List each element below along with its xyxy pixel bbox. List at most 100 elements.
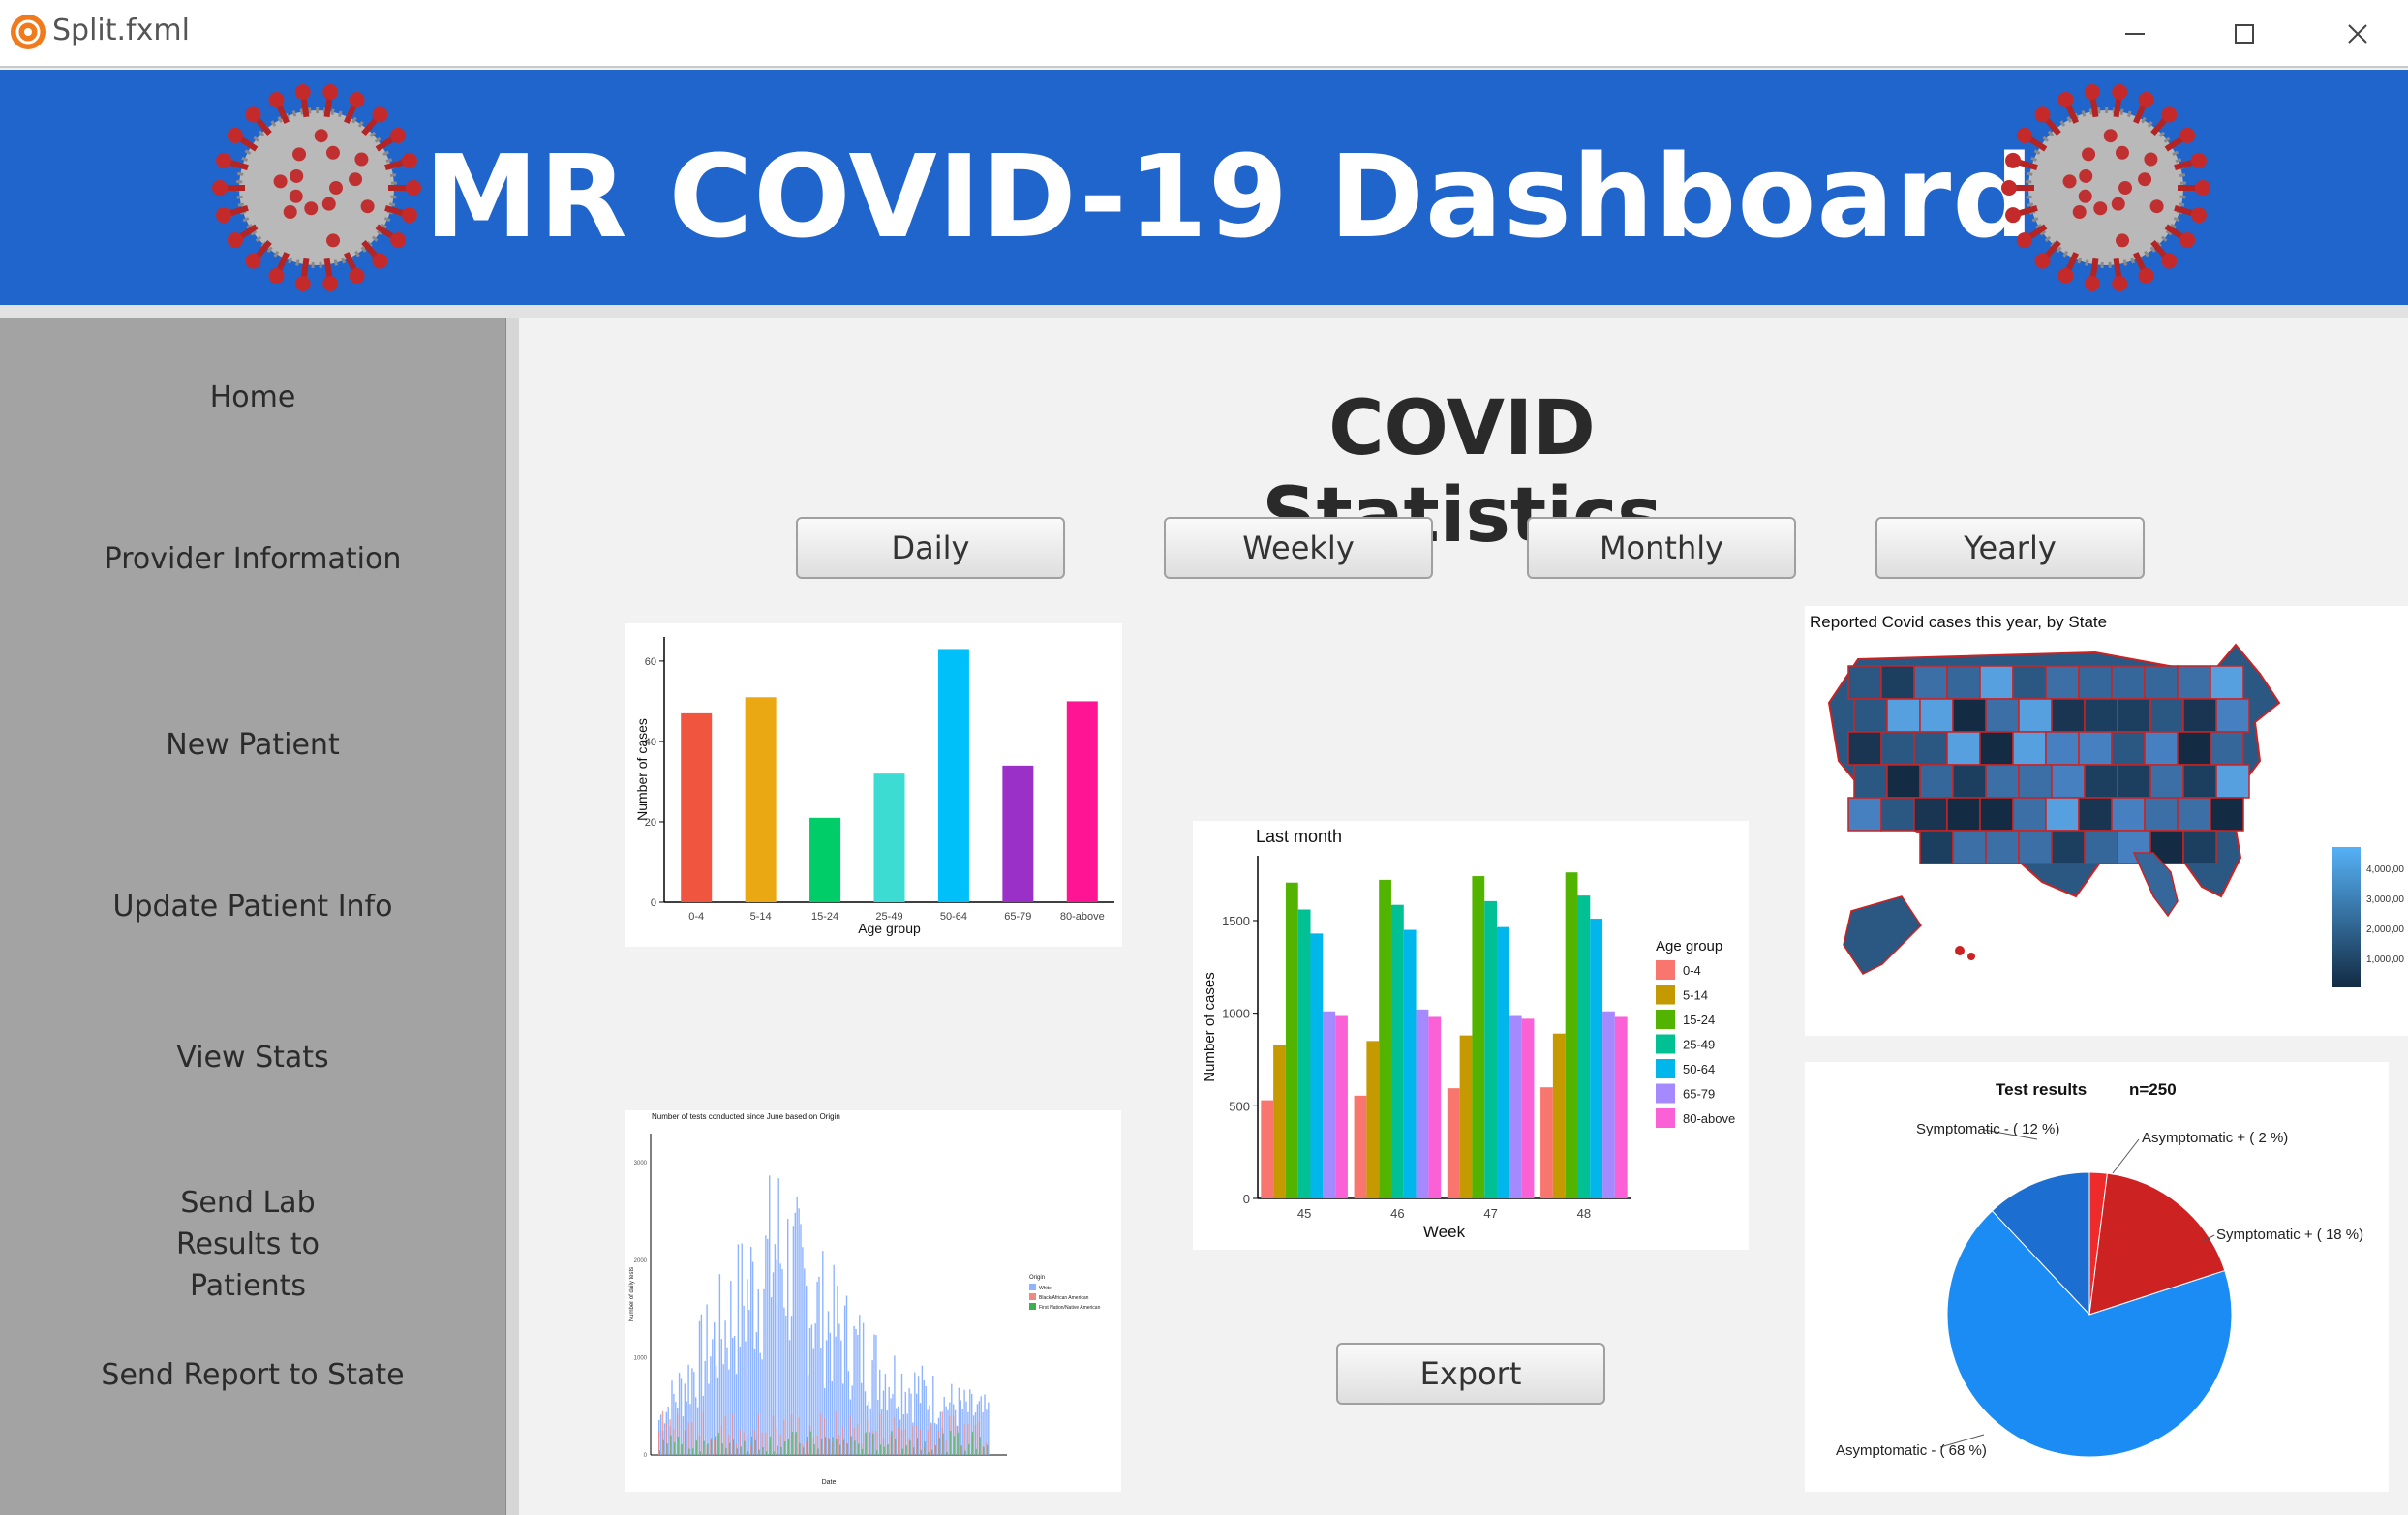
close-button[interactable]	[2329, 10, 2387, 58]
bar-white	[960, 1400, 961, 1455]
bar-week47-25-49	[1484, 900, 1498, 1198]
virus-spike-tip	[2179, 127, 2196, 143]
virus-image-left	[212, 84, 421, 291]
bar-white	[886, 1410, 888, 1455]
virus-protein	[273, 174, 288, 189]
bar-white	[822, 1251, 824, 1455]
bar-white	[757, 1288, 759, 1455]
bar-native	[850, 1436, 852, 1455]
bar-black	[882, 1438, 885, 1455]
x-tick-label: 25-49	[875, 911, 902, 923]
virus-body	[2028, 110, 2183, 265]
virus-protein	[326, 233, 341, 248]
bar-white	[777, 1178, 779, 1455]
bar-native	[824, 1437, 827, 1455]
bar-white	[732, 1337, 734, 1455]
bar-black	[680, 1444, 683, 1455]
bar-black	[908, 1438, 910, 1455]
y-tick-label: 500	[1229, 1099, 1250, 1113]
chart-title: Test results	[1996, 1080, 2087, 1099]
split-divider[interactable]	[505, 318, 519, 1515]
age-group-bar-chart: 0 20 40 60 0-4 5-14 15-24 25-49 50-64 65-79 80-abo…	[634, 637, 1114, 936]
bar-white	[671, 1380, 673, 1455]
state-region	[2210, 797, 2244, 832]
bar-black	[857, 1424, 859, 1455]
state-region	[2045, 665, 2080, 700]
sidebar-item-provider-information[interactable]: Provider Information	[104, 542, 402, 576]
bar-week47-5-14	[1459, 1035, 1473, 1198]
state-region	[2215, 764, 2250, 799]
sidebar-item-send-report-to-state[interactable]: Send Report to State	[101, 1358, 405, 1392]
bar-black	[665, 1423, 667, 1455]
bar-native	[934, 1445, 937, 1455]
minimize-button[interactable]	[2106, 10, 2164, 58]
bar-white	[722, 1364, 724, 1455]
bar-black	[986, 1442, 988, 1455]
sidebar-item-home[interactable]: Home	[209, 380, 296, 414]
state-region	[2132, 852, 2179, 918]
sidebar-item-view-stats[interactable]: View Stats	[176, 1041, 329, 1075]
monthly-button[interactable]: Monthly	[1527, 517, 1796, 579]
virus-spike-tip	[2084, 84, 2100, 101]
virus-protein	[2144, 152, 2158, 167]
bar-black	[816, 1435, 818, 1455]
bar-native	[920, 1449, 922, 1455]
bar-white	[972, 1415, 975, 1455]
bar-black	[824, 1417, 826, 1455]
bar-white	[845, 1295, 848, 1455]
virus-spike-tip	[294, 84, 311, 101]
state-region	[1847, 731, 1882, 766]
sidebar-item-send-lab-results[interactable]: Send Lab Results to Patients	[176, 1186, 320, 1303]
virus-spike-tip	[349, 92, 365, 108]
state-region	[1913, 665, 1948, 700]
state-region	[2051, 830, 2086, 864]
bar-black	[974, 1425, 977, 1455]
state-region	[1919, 764, 1954, 799]
weekly-button[interactable]: Weekly	[1164, 517, 1433, 579]
bar-white	[884, 1374, 887, 1455]
state-region	[2051, 764, 2086, 799]
bar-native	[858, 1443, 860, 1455]
bar-native	[703, 1440, 705, 1455]
bar-native	[913, 1447, 915, 1455]
virus-protein	[2062, 174, 2077, 189]
maximize-button[interactable]	[2215, 10, 2273, 58]
state-region	[2177, 731, 2211, 766]
virus-spike-tip	[2138, 92, 2154, 108]
bar-white	[718, 1274, 721, 1455]
yearly-button[interactable]: Yearly	[1875, 517, 2145, 579]
state-region	[2045, 731, 2080, 766]
bar-native	[891, 1431, 893, 1455]
bar-native	[946, 1451, 948, 1455]
daily-button[interactable]: Daily	[796, 517, 1065, 579]
bar-black	[669, 1419, 671, 1455]
bar-0-4	[681, 712, 713, 902]
virus-spike-tip	[2179, 232, 2196, 249]
x-tick-label: 80-above	[1060, 911, 1105, 923]
bar-week46-15-24	[1379, 879, 1391, 1198]
bar-week47-80-above	[1521, 1018, 1535, 1198]
y-tick-label: 40	[645, 737, 656, 748]
app-icon	[11, 15, 46, 49]
bar-white	[733, 1335, 736, 1455]
virus-spike-tip	[401, 152, 417, 168]
bar-white	[765, 1235, 767, 1455]
legend-label: 65-79	[1683, 1087, 1715, 1102]
y-tick-label: 1000	[1222, 1007, 1250, 1021]
state-region	[1985, 830, 2020, 864]
bar-white	[890, 1398, 892, 1455]
export-button[interactable]: Export	[1336, 1343, 1605, 1405]
bar-native	[773, 1451, 775, 1455]
bar-black	[728, 1434, 730, 1455]
state-region	[2084, 698, 2118, 733]
bar-black	[772, 1415, 775, 1455]
bar-white	[759, 1352, 761, 1455]
bar-white	[794, 1212, 796, 1455]
bar-native	[674, 1442, 676, 1455]
bar-white	[908, 1388, 910, 1455]
sidebar-item-new-patient[interactable]: New Patient	[166, 728, 340, 762]
bar-white	[939, 1411, 942, 1455]
bar-black	[919, 1429, 922, 1455]
sidebar-item-update-patient-info[interactable]: Update Patient Info	[112, 890, 393, 924]
virus-spike-tip	[227, 232, 243, 249]
